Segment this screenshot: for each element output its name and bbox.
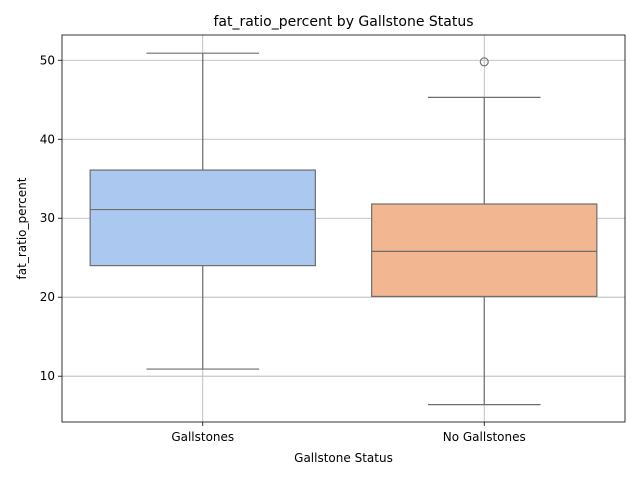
y-tick-label: 10	[40, 369, 55, 383]
y-tick-label: 20	[40, 290, 55, 304]
y-tick-label: 30	[40, 211, 55, 225]
iqr-box	[371, 203, 598, 298]
iqr-box	[89, 169, 316, 267]
y-tick-label: 40	[40, 132, 55, 146]
x-axis: Gallstones No Gallstones	[171, 422, 526, 444]
y-axis: 10 20 30 40 50	[40, 53, 62, 383]
x-axis-label: Gallstone Status	[294, 451, 393, 465]
box-group-no-gallstones	[371, 57, 598, 406]
boxes	[89, 52, 598, 406]
y-axis-label: fat_ratio_percent	[15, 177, 29, 279]
chart-title: fat_ratio_percent by Gallstone Status	[213, 14, 473, 30]
x-tick-label: Gallstones	[171, 430, 234, 444]
y-tick-label: 50	[40, 53, 55, 67]
box-group-gallstones	[89, 52, 316, 370]
plot-area-frame	[61, 34, 626, 423]
outlier-point	[479, 57, 489, 67]
x-tick-label: No Gallstones	[443, 430, 526, 444]
